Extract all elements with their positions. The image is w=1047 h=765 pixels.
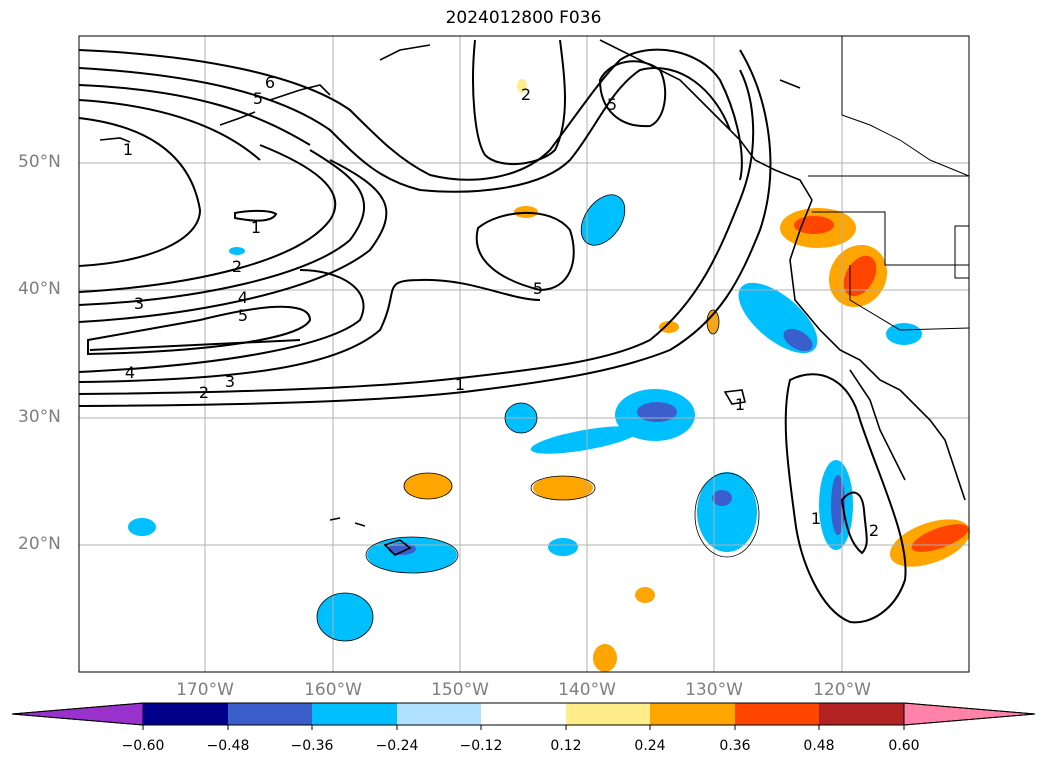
negative-anomaly bbox=[530, 426, 640, 454]
negative-anomaly bbox=[697, 472, 757, 552]
colorbar-tick-label: −0.60 bbox=[121, 738, 165, 754]
negative-anomaly bbox=[712, 490, 732, 506]
contour-label: 1 bbox=[123, 140, 133, 159]
map-area bbox=[79, 36, 969, 672]
colorbar-tick-label: −0.48 bbox=[206, 738, 250, 754]
negative-anomaly bbox=[581, 194, 625, 246]
contour-label: 1 bbox=[251, 218, 261, 237]
contour-label: 1 bbox=[455, 375, 465, 394]
lat-label: 50°N bbox=[18, 152, 61, 172]
contour-label: 1 bbox=[735, 395, 745, 414]
positive-anomaly bbox=[517, 79, 527, 93]
positive-anomaly bbox=[533, 476, 593, 500]
lat-label: 40°N bbox=[18, 279, 61, 299]
map-frame bbox=[78, 35, 970, 673]
positive-anomaly bbox=[659, 321, 679, 333]
negative-anomaly bbox=[229, 247, 245, 255]
lon-label: 150°W bbox=[431, 680, 489, 700]
negative-anomaly bbox=[548, 538, 578, 556]
contour-label: 5 bbox=[238, 306, 248, 325]
colorbar-tick-label: 0.48 bbox=[803, 738, 835, 754]
colorbar-tick-label: 0.12 bbox=[550, 738, 582, 754]
lat-label: 30°N bbox=[18, 407, 61, 427]
colorbar-segment bbox=[312, 703, 397, 725]
colorbar-tick-label: −0.24 bbox=[375, 738, 419, 754]
colorbar-segment bbox=[228, 703, 312, 725]
positive-anomaly bbox=[593, 644, 617, 672]
colorbar bbox=[11, 702, 1036, 730]
contour-label: 2 bbox=[521, 85, 531, 104]
negative-anomaly bbox=[637, 402, 677, 422]
lon-label: 170°W bbox=[176, 680, 234, 700]
contour-label: 5 bbox=[607, 95, 617, 114]
colorbar-segment bbox=[566, 703, 650, 725]
positive-anomaly bbox=[635, 587, 655, 603]
lon-label: 140°W bbox=[558, 680, 616, 700]
negative-anomaly bbox=[317, 593, 373, 641]
contour-label: 1 bbox=[811, 509, 821, 528]
contour-label: 2 bbox=[232, 257, 242, 276]
colorbar-extend-low bbox=[11, 702, 144, 726]
colorbar-tick-label: −0.36 bbox=[290, 738, 334, 754]
lon-label: 120°W bbox=[813, 680, 871, 700]
map-title: 2024012800 F036 bbox=[445, 8, 602, 28]
contour-labels: 6 5 1 1 2 4 3 5 4 3 2 1 5 2 5 1 1 2 bbox=[123, 73, 879, 540]
contour-label: 5 bbox=[533, 279, 543, 298]
colorbar-extend-high bbox=[903, 702, 1036, 726]
positive-anomaly bbox=[707, 310, 719, 334]
negative-anomaly bbox=[886, 323, 922, 345]
contour-label: 2 bbox=[199, 383, 209, 402]
positive-anomaly bbox=[404, 473, 452, 499]
contour-label: 2 bbox=[869, 521, 879, 540]
contour-label: 3 bbox=[225, 372, 235, 391]
contour-label: 5 bbox=[253, 89, 263, 108]
colorbar-tick-label: 0.36 bbox=[719, 738, 751, 754]
colorbar-segment bbox=[397, 703, 481, 725]
contour-label: 6 bbox=[265, 73, 275, 92]
contour-label: 4 bbox=[238, 288, 248, 307]
contour-layer bbox=[78, 39, 907, 624]
colorbar-tick-label: 0.60 bbox=[888, 738, 920, 754]
negative-anomaly bbox=[783, 328, 813, 352]
colorbar-segment bbox=[650, 703, 735, 725]
negative-anomaly bbox=[388, 543, 416, 555]
negative-anomaly bbox=[128, 518, 156, 536]
lon-label: 160°W bbox=[304, 680, 362, 700]
colorbar-tick-label: 0.24 bbox=[634, 738, 666, 754]
colorbar-segment bbox=[819, 703, 904, 725]
contour-label: 4 bbox=[125, 363, 135, 382]
positive-anomaly bbox=[843, 255, 877, 297]
colorbar-segment bbox=[143, 703, 228, 725]
colorbar-tick-label: −0.12 bbox=[459, 738, 503, 754]
negative-anomaly bbox=[367, 537, 457, 573]
shade-outline-layer bbox=[316, 194, 760, 642]
lat-label: 20°N bbox=[18, 534, 61, 554]
colorbar-segment bbox=[481, 703, 566, 725]
contour-label: 3 bbox=[134, 294, 144, 313]
shading-layer bbox=[128, 79, 971, 672]
lon-label: 130°W bbox=[685, 680, 743, 700]
political-borders bbox=[808, 36, 970, 331]
colorbar-segment bbox=[735, 703, 819, 725]
